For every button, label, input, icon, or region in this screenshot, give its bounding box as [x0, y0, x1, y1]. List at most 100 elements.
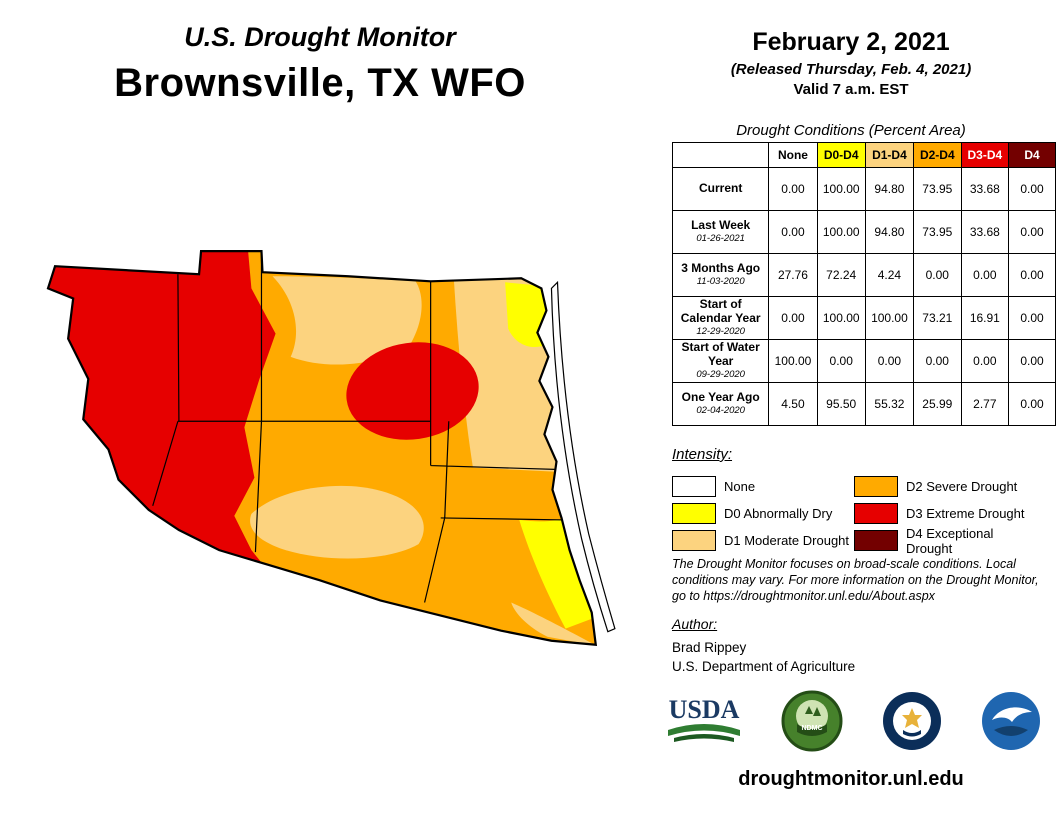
table-cell: 72.24 [816, 253, 866, 297]
table-cell: 73.95 [913, 167, 962, 211]
doc-seal-logo [882, 692, 941, 750]
table-cell: 0.00 [1008, 210, 1056, 254]
table-cell: 73.21 [913, 296, 962, 340]
table-cell: 100.00 [816, 296, 866, 340]
map-region-d1-north [272, 276, 422, 365]
noaa-logo [981, 692, 1040, 750]
table-cell: 100.00 [864, 296, 915, 340]
footer-url: droughtmonitor.unl.edu [738, 768, 964, 790]
table-cell: 0.00 [1008, 382, 1056, 426]
table-cell: 0.00 [1008, 339, 1056, 383]
table-cell: 25.99 [913, 382, 962, 426]
author-block: Author: Brad Rippey U.S. Department of A… [672, 616, 1044, 678]
legend-title: Intensity: [672, 446, 733, 463]
map-svg [46, 249, 616, 647]
map-region-d0-northeast [505, 282, 548, 348]
county-boundaries [152, 251, 566, 603]
row-label: Start of Water Year 09-29-2020 [671, 339, 770, 383]
legend-swatch [672, 476, 716, 497]
table-cell: 100.00 [816, 167, 866, 211]
map-region-d1-tip [511, 602, 596, 645]
table-header-row: None D0-D4 D1-D4 D2-D4 D3-D4 D4 [671, 142, 1056, 168]
table-cell: 94.80 [864, 210, 915, 254]
map-region-d3-center [346, 342, 479, 440]
table-cell: 2.77 [960, 382, 1010, 426]
date-block: February 2, 2021 (Released Thursday, Feb… [660, 28, 1042, 98]
table-cell: 4.24 [864, 253, 915, 297]
table-row: Current 0.00 100.00 94.80 73.95 33.68 0.00 [671, 167, 1056, 211]
table-row: Start of Water Year 09-29-2020 100.00 0.00 0… [671, 339, 1056, 383]
table-row: One Year Ago 02-04-2020 4.50 95.50 55.32 25.9… [671, 382, 1056, 426]
logo-row: USDA NDMC [664, 690, 1042, 752]
released-note: (Released Thursday, Feb. 4, 2021) [730, 61, 972, 78]
column-header-d0-d4: D0-D4 [816, 142, 866, 168]
column-header-none: None [768, 142, 818, 168]
column-header-d4: D4 [1008, 142, 1056, 168]
legend-item: D2 Severe Drought [854, 473, 1042, 500]
legend-block: Intensity: None D0 Abnormally Dry D1 Moder… [672, 446, 1042, 556]
row-label: Last Week 01-26-2021 [671, 210, 770, 254]
row-label: Start of Calendar Year 12-29-2020 [671, 296, 770, 340]
legend-item: D1 Moderate Drought [672, 527, 854, 554]
table-cell: 0.00 [1008, 253, 1056, 297]
table-cell: 0.00 [816, 339, 866, 383]
legend-label: D3 Extreme Drought [906, 506, 1025, 521]
table-cell: 100.00 [768, 339, 818, 383]
table-cell: 0.00 [864, 339, 915, 383]
table-cell: 0.00 [913, 339, 962, 383]
row-label: Current [671, 167, 770, 211]
author-name: Brad Rippey [672, 640, 747, 655]
table-cell: 95.50 [816, 382, 866, 426]
legend-swatch [672, 530, 716, 551]
table-cell: 100.00 [816, 210, 866, 254]
drought-conditions-table: None D0-D4 D1-D4 D2-D4 D3-D4 D4 Current 0.00 10… [671, 142, 1056, 426]
legend-item: D4 Exceptional Drought [854, 525, 1042, 556]
table-cell: 0.00 [1008, 296, 1056, 340]
table-cell: 0.00 [913, 253, 962, 297]
ndmc-logo: NDMC [781, 690, 843, 752]
row-label: 3 Months Ago 11-03-2020 [671, 253, 770, 297]
row-label: One Year Ago 02-04-2020 [671, 382, 770, 426]
legend-label: D4 Exceptional Drought [906, 525, 994, 556]
table-row: Start of Calendar Year 12-29-2020 0.00 100.… [671, 296, 1056, 340]
drought-map [46, 248, 630, 671]
legend-grid: None D0 Abnormally Dry D1 Moderate Drought… [672, 473, 1042, 556]
legend-label: D1 Moderate Drought [724, 533, 850, 548]
wfo-outline [46, 249, 598, 647]
table-cell: 94.80 [864, 167, 915, 211]
table-cell: 4.50 [768, 382, 818, 426]
table-cell: 0.00 [960, 253, 1010, 297]
usda-logo: USDA [668, 695, 740, 742]
legend-item: D3 Extreme Drought [854, 500, 1042, 527]
table-cell: 0.00 [768, 167, 818, 211]
table-title: Drought Conditions (Percent Area) [736, 122, 966, 139]
page-title: Brownsville, TX WFO [114, 61, 526, 105]
dm-title: U.S. Drought Monitor [184, 22, 456, 52]
author-org: U.S. Department of Agriculture [672, 659, 856, 674]
title-block: U.S. Drought Monitor Brownsville, TX WFO [60, 22, 580, 106]
table-corner-cell [671, 142, 770, 168]
table-cell: 73.95 [913, 210, 962, 254]
table-cell: 0.00 [768, 210, 818, 254]
author-title: Author: [672, 616, 718, 632]
legend-label: None [724, 479, 756, 494]
barrier-island [550, 280, 616, 633]
table-cell: 0.00 [960, 339, 1010, 383]
table-cell: 55.32 [864, 382, 915, 426]
table-row: 3 Months Ago 11-03-2020 27.76 72.24 4.24 0.00… [671, 253, 1056, 297]
legend-item: None [672, 473, 854, 500]
map-region-d0-southeast [519, 517, 595, 629]
map-region-d1-south [250, 485, 424, 559]
svg-text:USDA: USDA [669, 695, 740, 724]
legend-item: D0 Abnormally Dry [672, 500, 854, 527]
legend-label: D2 Severe Drought [906, 479, 1018, 494]
disclaimer-text: The Drought Monitor focuses on broad-sca… [672, 557, 1039, 603]
column-header-d3-d4: D3-D4 [960, 142, 1010, 168]
table-cell: 16.91 [960, 296, 1010, 340]
table-cell: 33.68 [960, 167, 1010, 211]
column-header-d1-d4: D1-D4 [864, 142, 915, 168]
release-date: February 2, 2021 [752, 28, 950, 56]
legend-swatch [854, 503, 898, 524]
legend-swatch [672, 503, 716, 524]
legend-swatch [854, 476, 898, 497]
